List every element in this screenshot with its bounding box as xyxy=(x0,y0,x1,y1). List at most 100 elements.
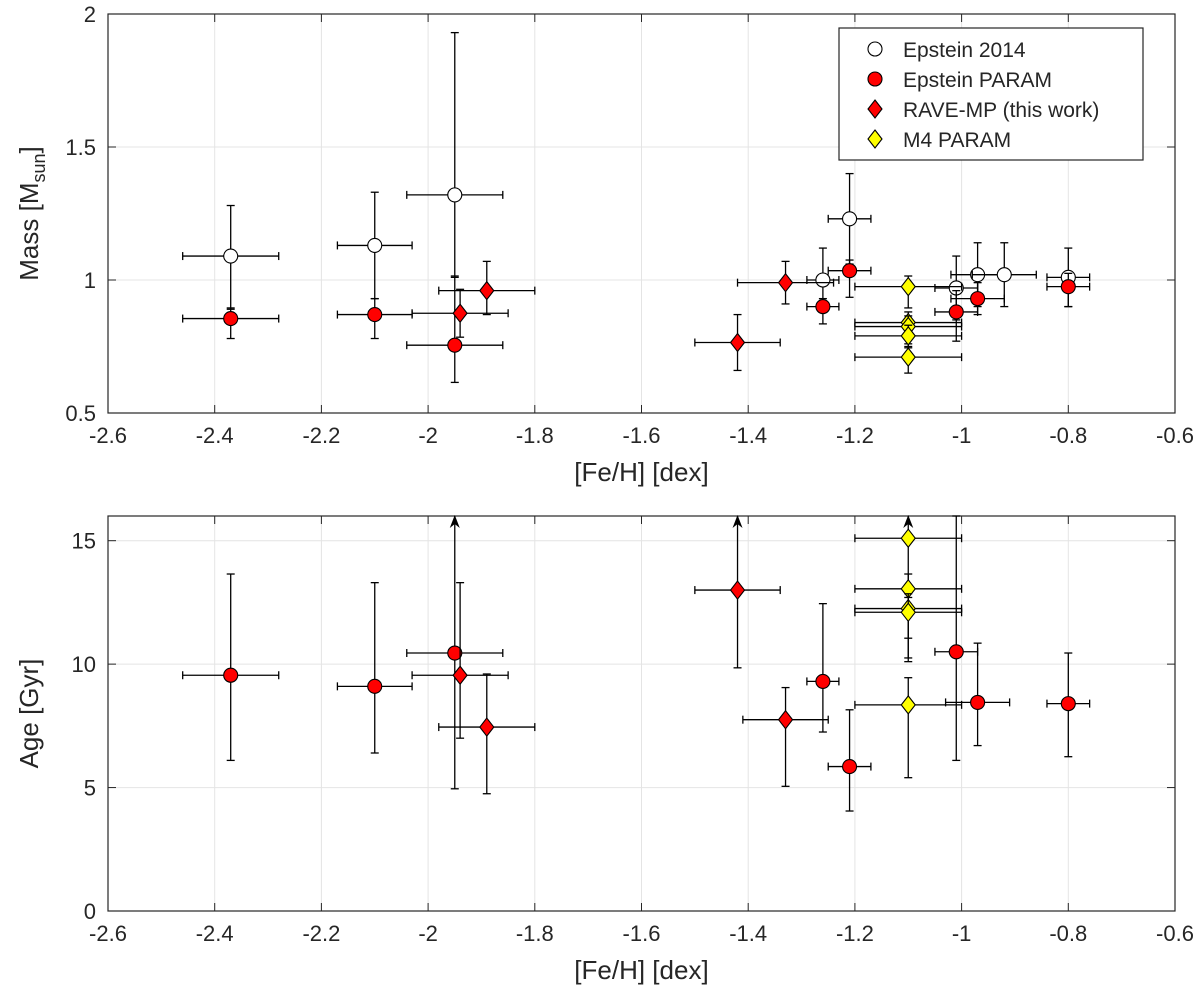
y-tick-label: 1.5 xyxy=(65,135,96,160)
upper-limit-arrow xyxy=(449,515,460,528)
circle-marker xyxy=(447,187,463,203)
data-point xyxy=(1046,652,1091,758)
circle-marker xyxy=(815,272,831,288)
circle-marker xyxy=(447,645,463,661)
circle-marker xyxy=(948,644,964,660)
diamond-marker xyxy=(777,709,794,730)
data-point xyxy=(406,515,504,790)
x-tick-label: -1 xyxy=(952,921,972,946)
data-point xyxy=(944,642,1011,747)
x-tick-label: -2 xyxy=(418,423,438,448)
circle-marker xyxy=(842,263,858,279)
data-point xyxy=(827,709,872,812)
series-epstein-param xyxy=(182,259,1091,384)
x-tick-label: -0.8 xyxy=(1049,921,1087,946)
data-point xyxy=(854,275,963,309)
series-rave-mp-this-work xyxy=(411,260,835,372)
upper-limit-arrow xyxy=(732,515,743,528)
diamond-marker xyxy=(777,272,794,293)
diamond-marker xyxy=(900,325,916,346)
y-tick-label: 10 xyxy=(72,652,96,677)
legend-marker xyxy=(867,99,883,119)
circle-marker xyxy=(815,673,831,689)
circle-marker xyxy=(447,337,463,353)
data-point xyxy=(438,260,536,316)
diamond-marker xyxy=(479,280,495,301)
diamond-marker xyxy=(900,694,916,715)
x-tick-label: -0.6 xyxy=(1156,423,1194,448)
legend-label: RAVE-MP (this work) xyxy=(903,99,1099,122)
data-point xyxy=(336,582,413,754)
mass-x-axis-label: [Fe/H] [dex] xyxy=(574,457,708,487)
data-point xyxy=(854,345,963,374)
series-rave-mp-this-work xyxy=(411,515,829,795)
data-point xyxy=(411,288,509,338)
mass-y-axis-label: Mass [Msun] xyxy=(14,146,49,281)
x-tick-label: -1.8 xyxy=(516,423,554,448)
data-point xyxy=(736,260,835,305)
x-tick-label: -1.8 xyxy=(516,921,554,946)
data-point xyxy=(411,582,509,739)
circle-marker xyxy=(970,694,986,710)
data-point xyxy=(406,275,504,384)
data-point xyxy=(806,247,840,313)
x-tick-label: -1.2 xyxy=(836,921,874,946)
circle-marker xyxy=(948,304,964,320)
data-point xyxy=(694,313,781,372)
diamond-marker xyxy=(452,665,468,686)
legend-label: M4 PARAM xyxy=(903,129,1011,152)
series-epstein-param xyxy=(182,515,1091,812)
circle-marker xyxy=(367,307,383,323)
legend-marker xyxy=(867,71,883,87)
data-point xyxy=(827,259,872,298)
mass-y-axis-label-main: Mass [M xyxy=(14,183,44,281)
x-tick-label: -0.6 xyxy=(1156,921,1194,946)
circle-marker xyxy=(367,237,383,253)
age-grid xyxy=(107,516,1176,912)
circle-marker xyxy=(1060,696,1076,712)
mass-panel: -2.6 -2.4 -2.2 -2 -1.8 -1.6 -1.4 -1.2 -1 -0.8 -0.6… xyxy=(14,2,1194,487)
upper-limit-arrow xyxy=(903,515,914,528)
circle-marker xyxy=(223,311,239,327)
data-point xyxy=(854,515,963,589)
x-tick-label: -1 xyxy=(952,423,972,448)
diamond-marker xyxy=(729,580,746,600)
x-tick-label: -2.2 xyxy=(302,423,340,448)
diamond-marker xyxy=(900,347,916,368)
circle-marker xyxy=(367,678,383,694)
age-x-axis-label: [Fe/H] [dex] xyxy=(574,955,708,985)
data-point xyxy=(406,31,504,278)
legend-entries: Epstein 2014 Epstein PARAM RAVE-MP (this w… xyxy=(867,39,1099,152)
legend-marker xyxy=(867,41,883,57)
age-panel: -2.6 -2.4 -2.2 -2 -1.8 -1.6 -1.4 -1.2 -1 -0.8 -0.6… xyxy=(14,515,1194,985)
data-point xyxy=(336,297,413,340)
y-tick-label: 1 xyxy=(84,268,96,293)
x-tick-label: -2 xyxy=(418,921,438,946)
circle-marker xyxy=(842,759,858,775)
mass-y-axis-label-suffix: ] xyxy=(14,146,44,153)
diamond-marker xyxy=(900,276,916,297)
series-m4-param xyxy=(854,515,963,779)
data-point xyxy=(806,602,840,733)
legend-entry: Epstein 2014 xyxy=(867,39,1026,62)
y-tick-label: 5 xyxy=(84,776,96,801)
age-ticks: -2.6 -2.4 -2.2 -2 -1.8 -1.6 -1.4 -1.2 -1 -0.8 -0.6… xyxy=(72,516,1194,946)
diamond-marker xyxy=(729,332,746,353)
data-point xyxy=(182,573,280,762)
data-point xyxy=(806,297,840,325)
mass-ticks: -2.6 -2.4 -2.2 -2 -1.8 -1.6 -1.4 -1.2 -1 -0.8 -0.6… xyxy=(65,2,1194,448)
data-point xyxy=(336,191,413,300)
data-point xyxy=(854,677,963,779)
y-tick-label: 2 xyxy=(84,2,96,27)
x-tick-label: -2.6 xyxy=(89,921,127,946)
legend-box xyxy=(838,27,1144,161)
diamond-marker xyxy=(900,528,916,549)
series-m4-param xyxy=(854,275,963,374)
x-tick-label: -1.6 xyxy=(623,921,661,946)
mass-y-axis-label-sub: sun xyxy=(29,153,49,182)
x-tick-label: -1.2 xyxy=(836,423,874,448)
data-point xyxy=(934,515,979,762)
legend-label: Epstein PARAM xyxy=(903,69,1052,92)
x-tick-label: -2.6 xyxy=(89,423,127,448)
